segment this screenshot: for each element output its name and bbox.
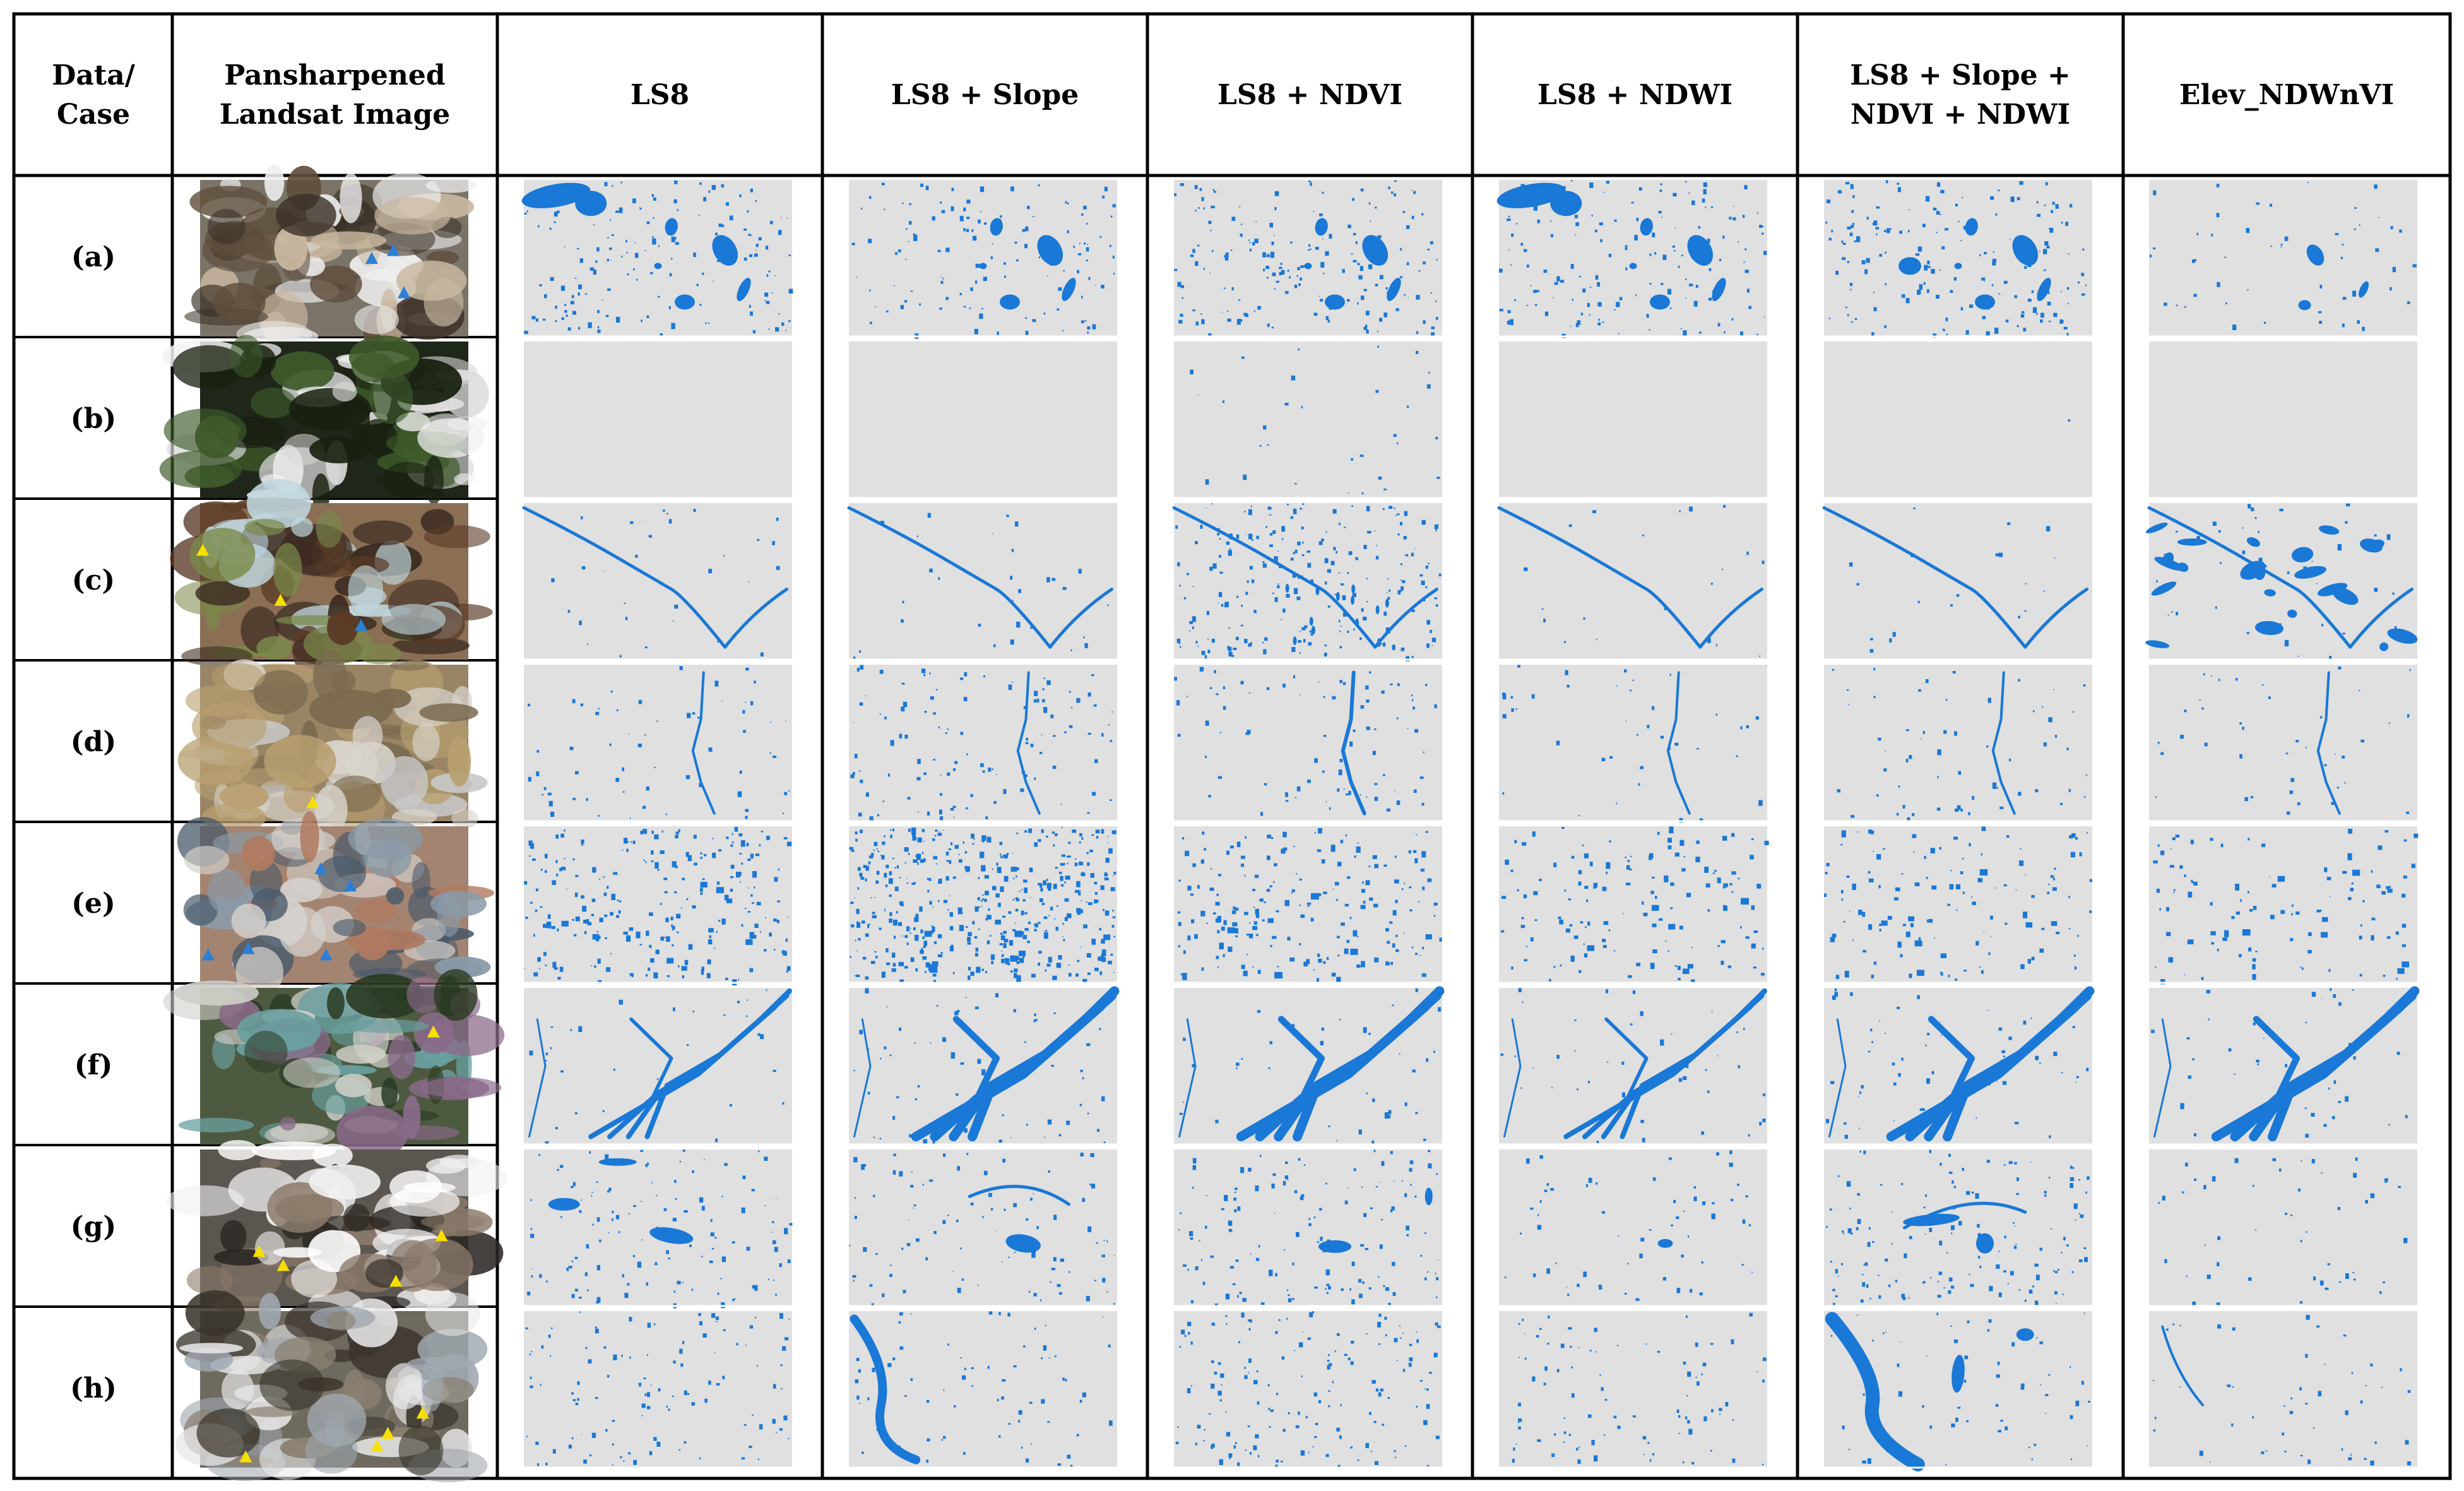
row-label-a: (a) (71, 241, 116, 273)
water-map-f-col1 (524, 988, 792, 1146)
blue-triangle-marker-icon (242, 942, 255, 954)
landsat-thumbnail-f (163, 969, 505, 1159)
header-pansharpened-image: Pansharpened Landsat Image (219, 59, 451, 131)
water-map-h-col3 (1174, 1311, 1442, 1469)
water-map-a-col2 (849, 180, 1117, 339)
row-label-c: (c) (71, 564, 116, 597)
water-map-c-col3 (1172, 503, 1442, 662)
water-map-e-col1 (524, 826, 792, 985)
header-data-case: Data/ Case (52, 59, 135, 131)
row-label-b: (b) (70, 402, 117, 435)
water-map-d-col2 (849, 665, 1117, 823)
water-map-f-col4 (1499, 988, 1767, 1146)
water-map-e-col2 (849, 826, 1117, 984)
header-ls8-slope: LS8 + Slope (891, 79, 1079, 111)
yellow-triangle-marker-icon (381, 1427, 394, 1439)
water-map-f-col5 (1824, 986, 2095, 1146)
water-map-f-col6 (2149, 986, 2420, 1146)
landsat-thumbnail-e (177, 811, 495, 998)
water-map-h-col1 (524, 1311, 792, 1469)
water-map-g-col1 (524, 1149, 793, 1309)
water-map-g-col4 (1499, 1149, 1767, 1307)
landsat-thumbnail-b (159, 335, 489, 516)
blue-triangle-marker-icon (398, 286, 410, 299)
water-map-a-col1 (521, 180, 793, 338)
blue-triangle-marker-icon (319, 948, 333, 961)
water-map-a-col6 (2149, 180, 2417, 338)
water-map-d-col6 (2149, 665, 2417, 823)
water-map-b-col2 (849, 342, 1117, 499)
blue-triangle-marker-icon (365, 252, 378, 264)
yellow-triangle-marker-icon (370, 1439, 384, 1452)
water-map-g-col3 (1174, 1149, 1442, 1307)
yellow-triangle-marker-icon (389, 1274, 403, 1287)
landsat-thumbnail-c (170, 478, 493, 677)
yellow-triangle-marker-icon (276, 1259, 290, 1271)
water-map-g-col2 (849, 1149, 1117, 1307)
yellow-triangle-marker-icon (239, 1450, 252, 1463)
landsat-thumbnail-d (177, 650, 488, 835)
water-map-b-col3 (1174, 342, 1442, 499)
header-ls8-ndvi: LS8 + NDVI (1217, 79, 1403, 111)
water-map-d-col1 (524, 665, 792, 823)
water-map-h-col2 (849, 1311, 1117, 1469)
water-map-a-col3 (1174, 180, 1442, 338)
header-ls8-all: LS8 + Slope + NDVI + NDWI (1850, 59, 2071, 131)
yellow-triangle-marker-icon (306, 796, 319, 809)
yellow-triangle-marker-icon (252, 1245, 266, 1257)
water-map-c-col4 (1497, 503, 1767, 661)
yellow-triangle-marker-icon (416, 1406, 429, 1419)
landsat-thumbnail-a (184, 164, 477, 355)
yellow-triangle-marker-icon (427, 1025, 440, 1038)
header-ls8: LS8 (630, 79, 690, 111)
yellow-triangle-marker-icon (196, 544, 210, 556)
blue-triangle-marker-icon (314, 862, 328, 874)
blue-triangle-marker-icon (387, 244, 400, 256)
row-label-e: (e) (71, 887, 116, 920)
header-elev-ndwnvi: Elev_NDWnVI (2179, 79, 2395, 111)
water-map-b-col1 (524, 342, 792, 499)
water-map-c-col1 (522, 503, 792, 661)
water-map-h-col5 (1824, 1311, 2092, 1472)
blue-triangle-marker-icon (344, 879, 357, 892)
landsat-thumbnail-g (166, 1139, 507, 1323)
water-map-c-col2 (847, 503, 1117, 661)
water-map-e-col3 (1174, 826, 1442, 984)
water-map-a-col5 (1824, 180, 2092, 338)
water-map-d-col5 (1824, 665, 2092, 823)
landsat-thumbnail-h (175, 1290, 488, 1483)
water-map-e-col5 (1824, 826, 2093, 984)
yellow-triangle-marker-icon (274, 593, 287, 606)
yellow-triangle-marker-icon (435, 1229, 448, 1242)
water-map-a-col4 (1496, 180, 1767, 338)
water-map-b-col6 (2149, 342, 2417, 499)
water-map-d-col4 (1499, 665, 1767, 823)
header-ls8-ndwi: LS8 + NDWI (1537, 79, 1733, 111)
blue-triangle-marker-icon (355, 619, 367, 631)
water-map-e-col6 (2149, 826, 2419, 985)
row-label-h: (h) (70, 1372, 117, 1405)
water-map-c-col5 (1822, 503, 2092, 661)
water-map-b-col5 (1824, 342, 2092, 499)
water-map-h-col4 (1499, 1311, 1767, 1469)
water-map-e-col4 (1499, 826, 1769, 984)
water-map-c-col6 (2145, 503, 2418, 661)
water-map-f-col3 (1174, 986, 1445, 1146)
row-label-g: (g) (70, 1210, 117, 1243)
water-map-g-col5 (1824, 1149, 2092, 1307)
water-map-b-col4 (1499, 342, 1767, 499)
water-map-g-col6 (2149, 1149, 2417, 1307)
row-label-d: (d) (70, 725, 117, 758)
water-map-h-col6 (2149, 1311, 2417, 1469)
blue-triangle-marker-icon (201, 948, 215, 961)
row-label-f: (f) (74, 1048, 113, 1081)
water-map-f-col2 (849, 986, 1120, 1146)
water-map-d-col3 (1174, 665, 1442, 823)
